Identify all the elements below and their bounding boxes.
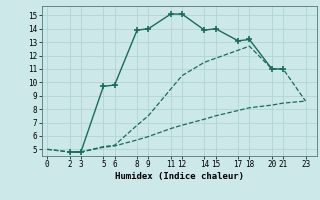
X-axis label: Humidex (Indice chaleur): Humidex (Indice chaleur) (115, 172, 244, 181)
